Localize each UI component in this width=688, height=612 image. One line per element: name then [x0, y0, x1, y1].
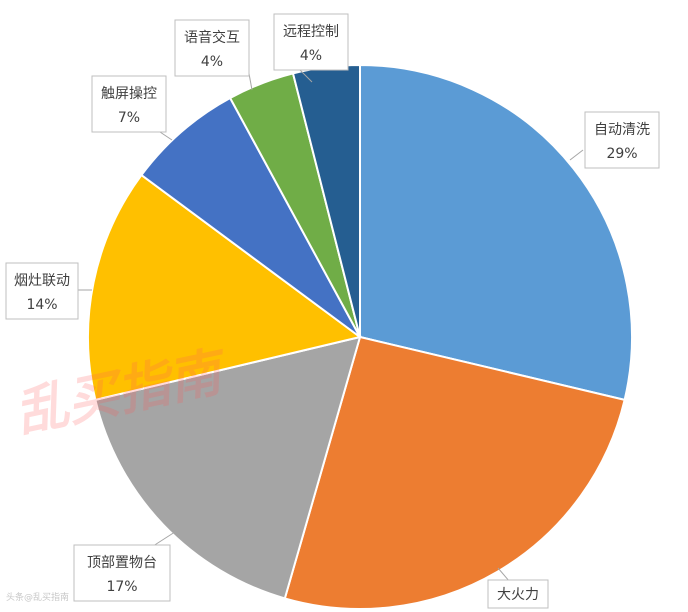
pie-slice-2: [283, 335, 626, 610]
data-label-3: 顶部置物台 17%: [73, 544, 171, 602]
pie-slice-5: [140, 96, 361, 338]
data-label-2: 大火力: [487, 579, 549, 609]
leader-line-1: [569, 149, 584, 161]
pie-slice-4: [87, 173, 363, 402]
data-label-category: 大火力: [497, 587, 539, 603]
data-label-4: 烟灶联动 14%: [5, 262, 79, 320]
data-label-box: [5, 262, 79, 320]
data-label-category: 自动清洗: [594, 122, 650, 138]
leader-line-5: [159, 131, 173, 141]
data-label-percent: 4%: [300, 48, 322, 64]
data-label-category: 远程控制: [283, 24, 339, 40]
data-label-box: [487, 579, 549, 609]
data-label-category: 触屏操控: [101, 86, 157, 102]
data-label-percent: 17%: [106, 579, 137, 595]
source-credit: 头条@乱买指南: [6, 591, 69, 603]
data-label-6: 语音交互 4%: [174, 19, 250, 77]
data-label-box: [91, 75, 167, 133]
data-label-category: 顶部置物台: [87, 555, 157, 571]
data-labels: 自动清洗29%大火力顶部置物台17%烟灶联动14%触屏操控7%语音交互4%远程控…: [5, 13, 660, 609]
pie-slice-3: [94, 335, 362, 600]
leader-line-7: [299, 69, 313, 83]
slices-layer: [87, 63, 633, 610]
data-label-5: 触屏操控 7%: [91, 75, 167, 133]
pie-slice-1: [359, 63, 633, 402]
data-label-1: 自动清洗 29%: [584, 111, 660, 169]
data-label-category: 语音交互: [184, 29, 240, 46]
data-label-percent: 29%: [606, 146, 637, 162]
data-label-percent: 4%: [201, 54, 223, 70]
data-label-percent: 7%: [118, 110, 140, 126]
data-label-7: 远程控制 4%: [273, 13, 349, 71]
data-label-percent: 14%: [26, 297, 57, 313]
data-label-category: 烟灶联动: [14, 273, 70, 289]
data-label-box: [584, 111, 660, 169]
data-label-box: [273, 13, 349, 71]
data-label-box: [174, 19, 250, 77]
data-label-box: [73, 544, 171, 602]
